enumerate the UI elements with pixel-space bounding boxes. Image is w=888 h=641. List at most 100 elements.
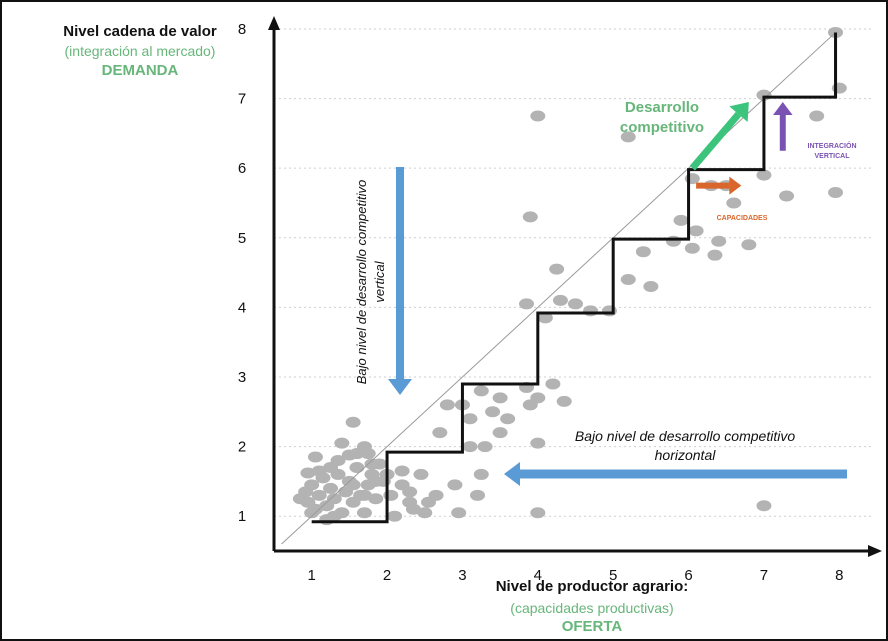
horizontal-band-arrow-head — [504, 462, 520, 486]
y-tick-label: 4 — [238, 299, 246, 316]
data-point — [462, 441, 478, 453]
data-point — [711, 235, 727, 247]
data-point — [568, 298, 583, 310]
data-point — [428, 489, 444, 501]
x-axis-title: Nivel de productor agrario: — [495, 578, 689, 595]
horizontal-band-label-line2: horizontal — [655, 447, 717, 463]
data-point — [439, 399, 455, 411]
tick-labels: 1 2 3 4 5 6 7 8 1 2 3 4 5 6 7 8 — [238, 21, 844, 584]
data-point — [323, 482, 339, 494]
data-point — [387, 510, 403, 522]
data-point — [707, 249, 723, 261]
data-point — [583, 305, 599, 317]
y-tick-label: 5 — [238, 230, 246, 247]
data-point — [537, 312, 553, 324]
capacidades-label: CAPACIDADES — [717, 215, 768, 222]
y-axis-demand-label: DEMANDA — [101, 62, 179, 79]
horizontal-band-label-line1: Bajo nivel de desarrollo competitivo — [575, 428, 795, 444]
data-point — [477, 441, 493, 453]
y-axis-title: Nivel cadena de valor — [63, 23, 217, 40]
data-point — [334, 437, 350, 449]
data-point — [330, 455, 346, 467]
data-point — [368, 475, 384, 487]
data-point — [304, 507, 320, 519]
data-point — [364, 458, 380, 470]
integracion-arrow-head — [773, 102, 793, 116]
data-point — [417, 507, 433, 519]
x-axis-arrowhead — [868, 545, 882, 557]
scatter-points — [292, 26, 847, 526]
data-point — [307, 451, 323, 463]
integracion-label-line1: INTEGRACIÓN — [808, 141, 857, 150]
x-axis-offer-label: OFERTA — [561, 618, 623, 635]
data-point — [828, 187, 844, 199]
data-point — [356, 507, 372, 519]
data-point — [665, 235, 681, 247]
data-point — [688, 225, 704, 237]
y-tick-label: 3 — [238, 369, 246, 386]
x-tick-label: 8 — [835, 567, 843, 584]
vertical-band-label-line1: Bajo nivel de desarrollo competitivo — [354, 180, 369, 385]
data-point — [545, 378, 561, 390]
y-tick-label: 6 — [238, 160, 246, 177]
data-point — [345, 479, 361, 491]
data-point — [300, 467, 316, 479]
data-point — [470, 489, 486, 501]
data-point — [741, 239, 757, 251]
data-point — [500, 413, 516, 425]
data-point — [473, 468, 489, 480]
data-point — [530, 110, 546, 122]
capacidades-arrow-head — [729, 176, 742, 195]
annotations: Desarrollo competitivo Bajo nivel de desar… — [354, 99, 857, 463]
data-point — [726, 197, 742, 209]
y-tick-label: 1 — [238, 508, 246, 525]
data-point — [756, 169, 772, 181]
data-point — [779, 190, 795, 202]
data-point — [549, 263, 565, 275]
data-point — [485, 406, 501, 418]
vertical-band-label-line2: vertical — [372, 260, 387, 302]
data-point — [530, 507, 546, 519]
data-point — [326, 493, 342, 505]
data-point — [673, 214, 689, 226]
data-point — [349, 461, 365, 473]
staircase-line — [311, 32, 838, 524]
data-point — [635, 246, 651, 258]
data-point — [319, 514, 335, 526]
y-tick-label: 8 — [238, 21, 246, 38]
desarrollo-label-line2: competitivo — [620, 119, 704, 136]
data-point — [756, 500, 772, 512]
data-point — [356, 441, 372, 453]
data-point — [519, 298, 535, 310]
data-point — [345, 416, 361, 428]
data-point — [809, 110, 825, 122]
data-point — [620, 274, 636, 286]
data-point — [394, 465, 410, 477]
data-point — [684, 242, 700, 254]
data-point — [492, 392, 508, 404]
vertical-band-label: Bajo nivel de desarrollo competitivo vert… — [354, 180, 387, 385]
y-axis-subtitle: (integración al mercado) — [64, 43, 216, 59]
data-point — [473, 385, 489, 397]
data-point — [530, 392, 546, 404]
desarrollo-arrow-head — [729, 102, 749, 123]
x-tick-label: 4 — [534, 567, 542, 584]
x-tick-label: 7 — [760, 567, 768, 584]
data-point — [492, 427, 508, 439]
desarrollo-arrow-shaft — [689, 111, 742, 171]
desarrollo-label-line1: Desarrollo — [625, 99, 699, 116]
data-point — [828, 26, 844, 38]
data-point — [413, 468, 429, 480]
data-point — [643, 281, 659, 292]
data-point — [530, 437, 546, 449]
x-axis-subtitle: (capacidades productivas) — [510, 600, 674, 616]
integracion-label-line2: VERTICAL — [815, 153, 851, 160]
data-point — [368, 493, 384, 505]
data-point — [451, 507, 467, 519]
vertical-band-arrow-head — [388, 379, 412, 395]
x-tick-label: 2 — [383, 567, 391, 584]
data-point — [341, 449, 357, 461]
data-point — [620, 131, 636, 143]
